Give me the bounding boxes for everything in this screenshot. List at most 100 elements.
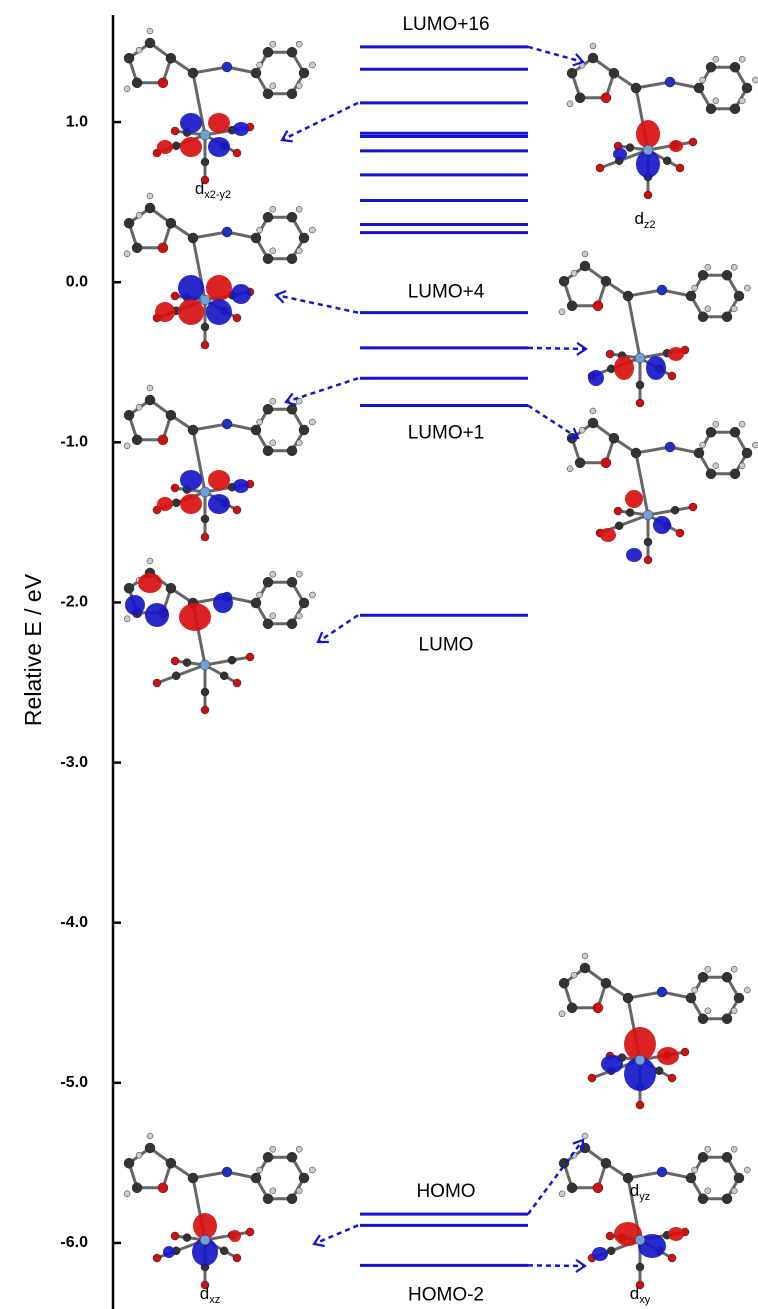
orbital-lobe [179, 603, 211, 631]
atom [654, 1066, 664, 1076]
atom [295, 570, 303, 578]
orbital-lobe [613, 148, 627, 160]
atom [656, 1166, 668, 1178]
atom [622, 290, 634, 302]
atom [187, 67, 199, 79]
bond [635, 80, 671, 90]
atom [643, 537, 653, 547]
orbital-lobe [626, 548, 642, 562]
atom [712, 55, 720, 63]
arrow [527, 341, 588, 356]
atom [670, 505, 680, 515]
atom [170, 656, 180, 666]
orbital-label: dx2-y2 [195, 179, 231, 200]
atom [625, 143, 635, 152]
atom [200, 175, 210, 185]
atom [558, 275, 570, 287]
orbital-lobe [208, 113, 230, 133]
atom [269, 1187, 277, 1195]
arrow [284, 377, 359, 406]
atom [170, 126, 180, 136]
atom [286, 46, 298, 58]
atom [693, 82, 705, 94]
molecules [123, 27, 758, 1290]
orbital-lobe [163, 1246, 175, 1258]
atom [566, 465, 574, 473]
arrow [274, 290, 359, 314]
orbital-lobe [178, 299, 204, 325]
atom [712, 420, 720, 428]
bond [191, 429, 207, 493]
atom [579, 260, 591, 272]
atom [144, 202, 156, 214]
atom [152, 678, 162, 688]
bond [204, 1230, 251, 1242]
atom [295, 439, 303, 447]
orbital-label: dxz [200, 1284, 220, 1305]
atom [286, 618, 298, 630]
orbital-lobe [138, 573, 162, 593]
atom [592, 300, 604, 312]
atom [721, 311, 733, 323]
atom [579, 962, 591, 974]
molecule [558, 952, 751, 1110]
atom [256, 418, 263, 426]
level-label: LUMO [419, 634, 474, 655]
y-tick-label: -1.0 [60, 434, 88, 451]
atom [741, 447, 753, 459]
atom [131, 77, 143, 89]
orbital-lobe [669, 140, 683, 152]
orbital-lobe [624, 1027, 656, 1061]
atom [721, 1013, 733, 1025]
level-label: LUMO+4 [408, 282, 485, 303]
atom [200, 705, 210, 715]
atom [165, 52, 177, 64]
bond [626, 295, 642, 359]
atom [250, 232, 262, 244]
atom [622, 992, 634, 1004]
orbital-lobe [206, 275, 232, 301]
atom [298, 424, 310, 436]
molecule [558, 1132, 751, 1290]
bond [192, 65, 228, 75]
atom [675, 163, 685, 173]
atom [558, 977, 570, 989]
atom [221, 1166, 233, 1178]
atom [699, 441, 706, 449]
arrow [316, 614, 359, 644]
atom [738, 55, 746, 63]
orbital-lobe [180, 494, 202, 514]
atom [182, 658, 192, 667]
atom [157, 434, 169, 446]
atom [704, 263, 712, 271]
atom [729, 468, 741, 480]
atom [730, 1187, 738, 1195]
atom [123, 615, 131, 623]
bond [627, 1170, 663, 1180]
atom [566, 1182, 578, 1194]
atom [146, 192, 154, 200]
atom [729, 426, 741, 438]
orbital-lobe [592, 1247, 608, 1261]
atom [667, 371, 677, 381]
atom [200, 514, 210, 524]
atom [744, 1166, 751, 1174]
orbital-lobe [180, 113, 202, 133]
atom [199, 129, 211, 141]
atom [566, 300, 578, 312]
atom [309, 226, 316, 234]
atom [309, 61, 316, 69]
atom [704, 965, 712, 973]
y-tick-label: 1.0 [66, 113, 88, 130]
bond [627, 990, 663, 1000]
bond [635, 445, 671, 455]
orbital-subscript: x2-y2 [204, 189, 231, 201]
atom [221, 226, 233, 238]
atom [738, 97, 746, 105]
atom [170, 1231, 180, 1241]
orbital-lobe [206, 299, 232, 325]
atom [262, 618, 274, 630]
arrow [526, 1138, 585, 1215]
orbital-lobe [180, 137, 202, 157]
